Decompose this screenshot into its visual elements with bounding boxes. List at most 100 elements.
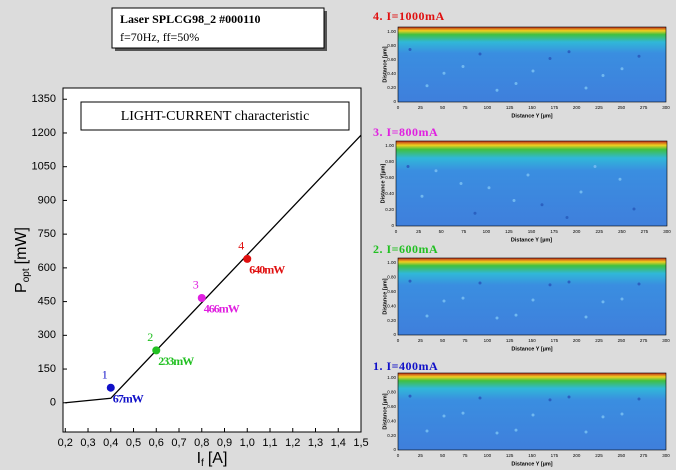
panel-y-tick-label: 0.60	[387, 404, 396, 409]
panel-x-tick-label: 125	[506, 105, 514, 110]
value-label: 466mW	[204, 302, 240, 316]
panel-y-tick-label: 0	[393, 447, 396, 452]
panel-x-tick-label: 175	[551, 105, 559, 110]
heatmap	[395, 140, 668, 227]
panel-x-label: Distance Y [µm]	[511, 237, 552, 243]
heatmap-speck	[620, 297, 624, 301]
y-tick-label: 750	[38, 228, 56, 240]
heatmap	[397, 26, 667, 103]
heatmap-speck	[601, 74, 605, 77]
panel-x-tick-label: 200	[573, 105, 581, 110]
panel-y-tick-label: 0.80	[387, 390, 396, 395]
heatmap	[397, 372, 667, 451]
panel-x-tick-label: 75	[461, 229, 467, 234]
annotation: LIGHT-CURRENT characteristic	[121, 109, 310, 124]
heatmap-speck	[425, 429, 429, 433]
heatmap-speck	[425, 314, 429, 318]
y-tick-label: 900	[38, 194, 56, 206]
heatmap-speck	[420, 194, 424, 198]
panel-x-tick-label: 250	[618, 229, 626, 234]
data-point	[197, 293, 206, 302]
panel-y-label: Distance [µm]	[382, 46, 388, 82]
y-label-sub: opt	[21, 268, 32, 282]
annotation-box	[80, 101, 350, 131]
panel-x-tick-label: 275	[641, 229, 649, 234]
panel-x-tick-label: 300	[662, 453, 670, 458]
y-tick-label: 450	[38, 296, 56, 308]
heatmap-speck	[618, 177, 622, 181]
x-axis-label: If [A]	[197, 450, 228, 468]
x-tick-label: 0,7	[171, 437, 186, 449]
panel-x-tick-label: 0	[397, 105, 400, 110]
x-tick-label: 0,5	[126, 437, 141, 449]
y-tick-label: 600	[38, 262, 56, 274]
panel-x-tick-label: 75	[462, 338, 468, 343]
heatmap-speck	[601, 300, 605, 304]
panel-x-tick-label: 225	[595, 229, 603, 234]
panel-y-tick-label: 0	[391, 223, 394, 228]
value-label: 233mW	[158, 354, 194, 368]
x-tick-label: 0,3	[80, 437, 95, 449]
x-label-unit: [A]	[208, 450, 228, 467]
title-box	[111, 7, 325, 49]
panel-x-tick-label: 275	[640, 338, 648, 343]
heatmap-speck	[478, 281, 482, 285]
heatmap-speck	[567, 395, 571, 399]
panel-y-tick-label: 0.40	[387, 71, 396, 76]
panel-x-tick-label: 200	[573, 453, 581, 458]
heatmap-speck	[531, 413, 535, 417]
panel-x-tick-label: 100	[484, 338, 492, 343]
heatmap-speck	[620, 67, 624, 71]
heatmap-speck	[526, 173, 530, 177]
y-label-unit: [mW]	[13, 227, 30, 264]
panel-x-label: Distance Y [µm]	[511, 461, 552, 467]
heatmap-speck	[584, 430, 588, 434]
x-tick-label: 0,9	[217, 437, 232, 449]
x-tick-label: 0,6	[149, 437, 164, 449]
heatmap-speck	[478, 396, 482, 400]
x-tick-label: 1,5	[353, 437, 368, 449]
heatmap-speck	[567, 280, 571, 284]
heatmap-speck	[442, 299, 446, 303]
heatmap-speck	[487, 186, 491, 190]
x-tick-label: 1,4	[331, 437, 346, 449]
panel-x-tick-label: 150	[528, 229, 536, 234]
y-label-main: P	[13, 282, 30, 293]
y-tick-label: 1200	[32, 127, 56, 139]
panel-x-tick-label: 0	[397, 453, 400, 458]
x-tick-label: 0,8	[194, 437, 209, 449]
panel-y-tick-label: 0	[393, 99, 396, 104]
panel-y-tick-label: 0.80	[387, 43, 396, 48]
point-number: 1	[102, 367, 108, 381]
y-axis-label: Popt [mW]	[13, 227, 31, 293]
heatmap-speck	[637, 282, 641, 286]
heatmap-speck	[408, 48, 412, 51]
heatmap-speck	[531, 69, 535, 73]
panel-x-tick-label: 175	[550, 229, 558, 234]
value-label: 640mW	[249, 263, 285, 277]
panel-y-tick-label: 0.20	[387, 318, 396, 323]
panel-y-tick-label: 1.00	[387, 260, 396, 265]
heatmap-speck	[548, 283, 552, 287]
heatmap-speck	[408, 279, 412, 283]
heatmap-speck	[461, 296, 465, 300]
panel-x-tick-label: 125	[506, 338, 514, 343]
heatmap-speck	[461, 65, 465, 68]
heatmap-speck	[637, 397, 641, 401]
panel-x-tick-label: 250	[618, 453, 626, 458]
heatmap-speck	[473, 211, 477, 215]
heatmap-speck	[565, 216, 569, 219]
panel-x-label: Distance Y [µm]	[511, 346, 552, 352]
panel-x-tick-label: 175	[551, 453, 559, 458]
panel-y-tick-label: 1.00	[385, 143, 394, 148]
value-label: 67mW	[113, 391, 144, 405]
point-number: 4	[238, 239, 244, 253]
heatmap	[397, 257, 667, 336]
panel-x-tick-label: 200	[573, 229, 581, 234]
data-point	[243, 254, 252, 263]
panel-x-tick-label: 50	[440, 453, 446, 458]
heatmap-speck	[495, 88, 499, 92]
heatmap-speck	[425, 84, 429, 88]
heatmap-speck	[495, 431, 499, 435]
point-number: 3	[193, 278, 199, 292]
